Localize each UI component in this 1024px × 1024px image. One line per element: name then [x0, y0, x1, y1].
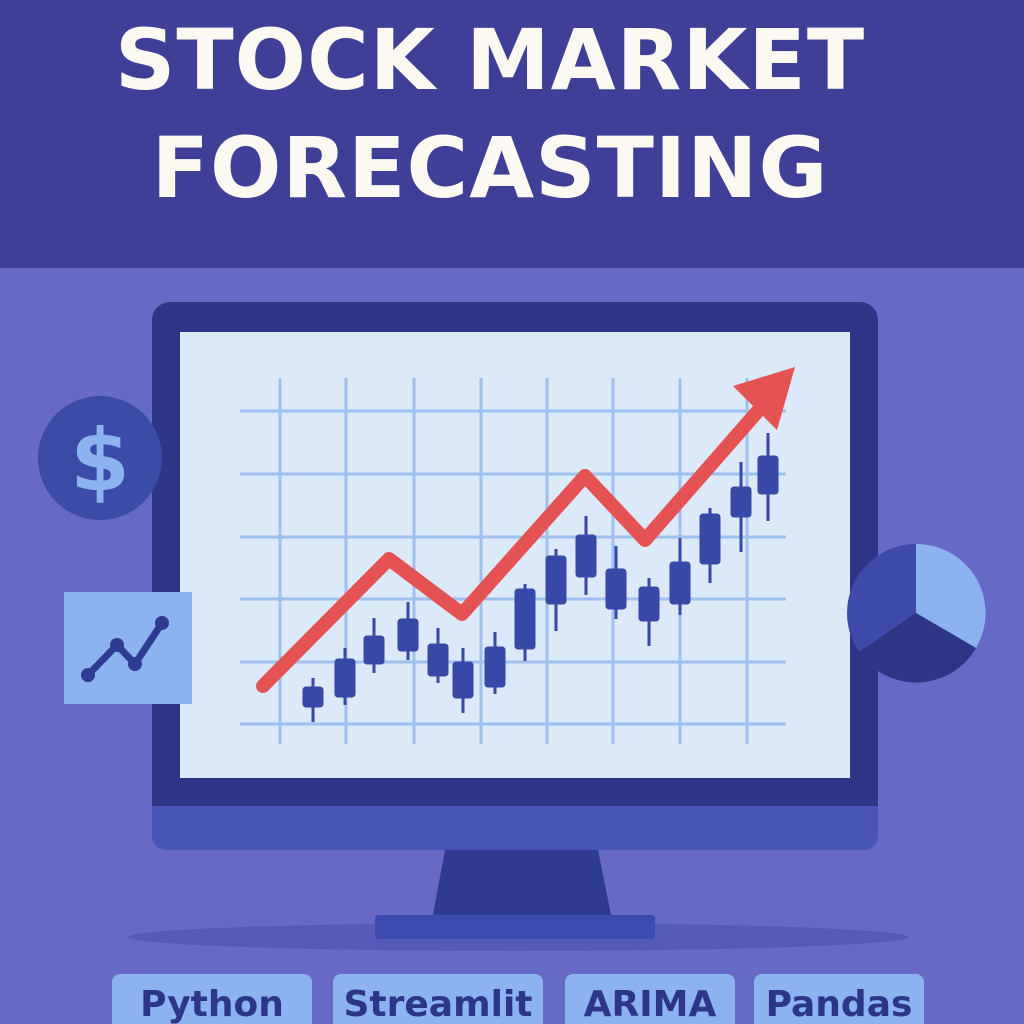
candle — [605, 546, 627, 619]
candle — [730, 462, 752, 552]
pie-chart-icon — [847, 543, 986, 683]
monitor-illustration: $ — [38, 302, 986, 951]
tag-python: Python — [112, 974, 312, 1024]
candle — [397, 602, 419, 660]
candle — [545, 549, 567, 631]
candle — [638, 578, 660, 646]
dollar-icon: $ — [38, 396, 162, 520]
candle — [575, 516, 597, 595]
tag-arima: ARIMA — [565, 974, 735, 1024]
candle — [669, 538, 691, 615]
candle — [514, 584, 536, 661]
monitor-stand — [432, 850, 612, 920]
monitor-stand-base — [375, 915, 655, 939]
candle — [302, 678, 324, 722]
title-line-2: FORECASTING — [151, 119, 829, 217]
candle — [427, 628, 449, 683]
candle — [757, 433, 779, 521]
tag-pandas: Pandas — [754, 974, 924, 1024]
candle — [699, 508, 721, 583]
title-line-1: STOCK MARKET — [114, 11, 866, 109]
technology-tags: Python Streamlit ARIMA Pandas — [0, 974, 1024, 1024]
candle — [452, 648, 474, 713]
trend-up-arrow-icon — [256, 367, 795, 693]
candle — [363, 618, 385, 673]
monitor-chin — [152, 806, 878, 850]
candle — [334, 648, 356, 705]
svg-text:$: $ — [70, 411, 130, 511]
candle — [484, 632, 506, 694]
tag-streamlit: Streamlit — [333, 974, 543, 1024]
line-chart-icon — [64, 592, 192, 704]
candlesticks — [302, 433, 779, 722]
header-banner: STOCK MARKET FORECASTING — [0, 0, 1024, 268]
